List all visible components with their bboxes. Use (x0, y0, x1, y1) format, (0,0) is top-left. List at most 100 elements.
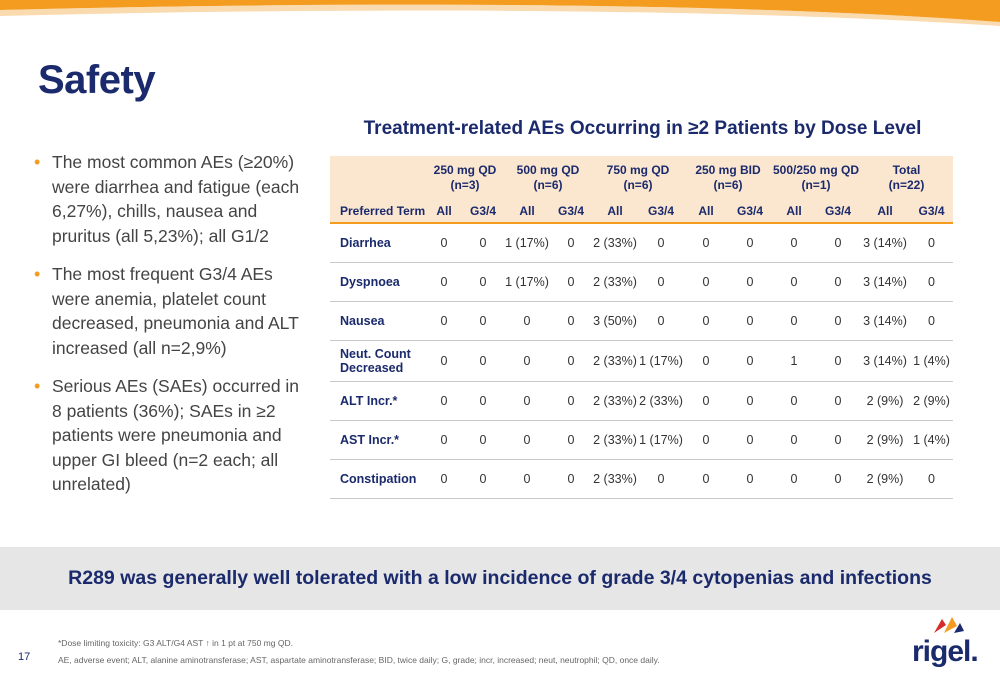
table-cell: 0 (638, 223, 684, 263)
table-cell: 0 (910, 223, 953, 263)
g34-header: G3/4 (550, 200, 592, 224)
table-cell: 1 (4%) (910, 340, 953, 382)
table-cell: 0 (816, 420, 860, 460)
dose-header-cell: 250 mg BID (n=6) (684, 156, 772, 200)
table-cell: 0 (462, 301, 504, 341)
table-cell: 0 (550, 459, 592, 499)
table-cell: 0 (728, 301, 772, 341)
table-cell: 0 (772, 420, 816, 460)
g34-header: G3/4 (816, 200, 860, 224)
table-cell: 2 (33%) (638, 381, 684, 421)
logo-mark-icon (934, 617, 964, 633)
table-cell: 0 (910, 301, 953, 341)
table-cell: 2 (9%) (860, 381, 910, 421)
preferred-term-cell: Constipation (330, 459, 426, 499)
bullet-dot-icon: • (34, 152, 41, 172)
table-cell: 0 (816, 340, 860, 382)
ae-table: 250 mg QD (n=3) 500 mg QD (n=6) 750 mg QD(… (330, 156, 953, 499)
preferred-term-cell: AST Incr.* (330, 420, 426, 460)
table-row: Diarrhea 0 0 1 (17%) 0 2 (33%) 0 0 0 0 0 3 (14%) 0 (330, 223, 953, 263)
table-cell: 0 (684, 381, 728, 421)
dose-header-cell: 500/250 mg QD (n=1) (772, 156, 860, 200)
table-cell: 0 (728, 420, 772, 460)
subheader-row: Preferred Term All G3/4 All G3/4 All G3/… (330, 200, 953, 224)
table-cell: 0 (462, 262, 504, 302)
footnote-abbreviations: AE, adverse event; ALT, alanine aminotra… (58, 655, 660, 665)
table-cell: 0 (728, 381, 772, 421)
table-cell: 2 (33%) (592, 381, 638, 421)
header-blank (330, 156, 426, 200)
table-cell: 1 (17%) (638, 420, 684, 460)
g34-header: G3/4 (910, 200, 953, 224)
table-cell: 3 (14%) (860, 301, 910, 341)
table-row: Dyspnoea 0 0 1 (17%) 0 2 (33%) 0 0 0 0 0 3 (14%) 0 (330, 262, 953, 302)
preferred-term-header: Preferred Term (330, 200, 426, 224)
page-number: 17 (18, 651, 31, 663)
table-cell: 3 (14%) (860, 223, 910, 263)
bullet-list: • The most common AEs (≥20%) were diarrhe… (34, 150, 306, 511)
all-header: All (772, 200, 816, 224)
preferred-term-cell: Nausea (330, 301, 426, 341)
table-cell: 0 (684, 340, 728, 382)
table-cell: 1 (17%) (504, 262, 550, 302)
ae-table-body: Diarrhea 0 0 1 (17%) 0 2 (33%) 0 0 0 0 0 3 (14%) 0 Dy… (330, 223, 953, 499)
preferred-term-cell: Dyspnoea (330, 262, 426, 302)
bullet-item: • The most common AEs (≥20%) were diarrhe… (34, 150, 306, 248)
table-cell: 0 (426, 223, 462, 263)
table-cell: 0 (550, 381, 592, 421)
all-header: All (592, 200, 638, 224)
table-row: ALT Incr.* 0 0 0 0 2 (33%) 2 (33%) 0 0 0 0 2 (9%) 2 … (330, 381, 953, 421)
table-cell: 0 (638, 301, 684, 341)
table-cell: 0 (504, 459, 550, 499)
table-cell: 0 (462, 420, 504, 460)
table-cell: 0 (462, 223, 504, 263)
bullet-text: Serious AEs (SAEs) occurred in 8 patient… (52, 376, 300, 494)
bullet-dot-icon: • (34, 376, 41, 396)
table-cell: 1 (772, 340, 816, 382)
table-cell: 0 (684, 262, 728, 302)
table-cell: 0 (684, 223, 728, 263)
table-cell: 0 (728, 262, 772, 302)
header-swoosh (0, 0, 1000, 27)
rigel-logo: rigel. (912, 615, 984, 671)
table-cell: 2 (33%) (592, 420, 638, 460)
table-cell: 0 (426, 340, 462, 382)
conclusion-text: R289 was generally well tolerated with a… (68, 567, 932, 589)
table-cell: 0 (504, 340, 550, 382)
table-cell: 0 (772, 459, 816, 499)
all-header: All (426, 200, 462, 224)
table-cell: 2 (9%) (860, 459, 910, 499)
table-cell: 0 (550, 420, 592, 460)
table-cell: 1 (17%) (638, 340, 684, 382)
table-cell: 2 (33%) (592, 223, 638, 263)
table-cell: 0 (462, 340, 504, 382)
dose-header-cell: 750 mg QD (n=6) (592, 156, 684, 200)
table-cell: 0 (816, 223, 860, 263)
table-cell: 0 (910, 262, 953, 302)
bullet-text: The most common AEs (≥20%) were diarrhea… (52, 152, 300, 246)
table-cell: 0 (504, 420, 550, 460)
table-cell: 2 (33%) (592, 459, 638, 499)
table-cell: 2 (33%) (592, 262, 638, 302)
table-cell: 0 (426, 301, 462, 341)
preferred-term-cell: ALT Incr.* (330, 381, 426, 421)
g34-header: G3/4 (728, 200, 772, 224)
g34-header: G3/4 (462, 200, 504, 224)
table-cell: 0 (684, 420, 728, 460)
table-cell: 0 (816, 262, 860, 302)
all-header: All (504, 200, 550, 224)
table-cell: 0 (638, 459, 684, 499)
table-cell: 0 (684, 459, 728, 499)
table-cell: 1 (17%) (504, 223, 550, 263)
bullet-dot-icon: • (34, 264, 41, 284)
bullet-item: • Serious AEs (SAEs) occurred in 8 patien… (34, 374, 306, 497)
table-cell: 1 (4%) (910, 420, 953, 460)
logo-wordmark: rigel. (912, 635, 979, 668)
table-cell: 2 (9%) (910, 381, 953, 421)
table-cell: 0 (728, 340, 772, 382)
preferred-term-cell: Diarrhea (330, 223, 426, 263)
table-cell: 0 (426, 262, 462, 302)
table-cell: 0 (550, 301, 592, 341)
table-row: Neut. Count Decreased 0 0 0 0 2 (33%) 1 (17%) 0… (330, 340, 953, 382)
table-row: Nausea 0 0 0 0 3 (50%) 0 0 0 0 0 3 (14%) 0 (330, 301, 953, 341)
